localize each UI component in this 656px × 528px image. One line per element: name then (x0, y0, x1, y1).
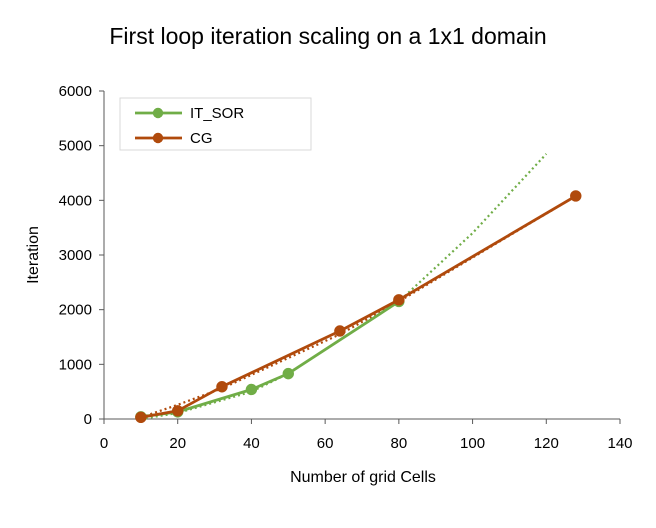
y-tick-label: 4000 (59, 192, 92, 209)
x-axis-label: Number of grid Cells (290, 469, 436, 486)
y-tick-label: 2000 (59, 302, 92, 319)
data-point-cg (216, 381, 228, 393)
axes: 0 20 40 60 80 100 120 140 0 1000 2000 3000 4000 5000 6… (59, 83, 633, 452)
x-tick-label: 20 (169, 435, 186, 452)
y-tick-label: 3000 (59, 247, 92, 264)
chart-title: First loop iteration scaling on a 1x1 do… (109, 23, 546, 49)
data-point-cg (393, 294, 405, 306)
x-tick-label: 60 (317, 435, 334, 452)
x-tick-label: 80 (391, 435, 408, 452)
legend: IT_SOR CG (119, 97, 312, 151)
x-tick-label: 120 (534, 435, 559, 452)
y-tick-label: 0 (84, 411, 92, 428)
y-axis-label: Iteration (25, 226, 42, 284)
x-tick-label: 40 (243, 435, 260, 452)
y-tick-label: 5000 (59, 138, 92, 155)
data-point-cg (135, 411, 147, 424)
series-group (135, 190, 582, 424)
legend-label-cg: CG (190, 130, 213, 147)
legend-marker-it-sor (152, 107, 164, 119)
data-point-it-sor (245, 383, 258, 396)
trendlines (140, 153, 577, 421)
x-tick-label: 140 (607, 435, 632, 452)
data-point-cg (570, 190, 582, 202)
trendline-cg (140, 195, 577, 419)
x-tick-label: 0 (100, 435, 108, 452)
x-tick-label: 100 (460, 435, 485, 452)
legend-box (119, 97, 312, 151)
y-tick-label: 1000 (59, 356, 92, 373)
legend-marker-cg (152, 132, 164, 144)
y-tick-label: 6000 (59, 83, 92, 100)
trendline-it-sor (140, 153, 548, 421)
data-point-cg (334, 325, 346, 337)
data-point-cg (172, 405, 184, 417)
legend-label-it-sor: IT_SOR (190, 105, 244, 122)
data-point-it-sor (282, 367, 294, 380)
series-line-cg (140, 194, 577, 419)
